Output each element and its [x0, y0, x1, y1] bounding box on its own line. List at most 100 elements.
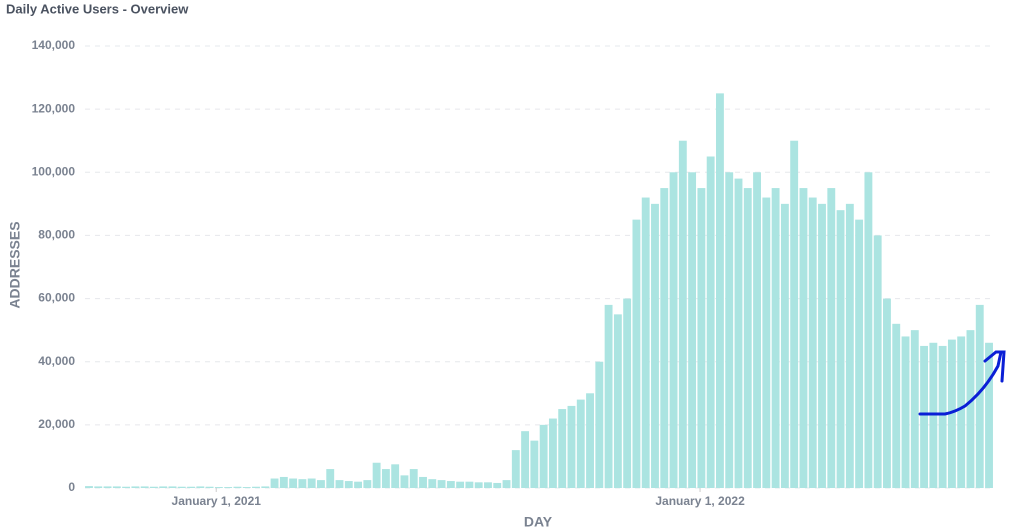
- bar: [409, 469, 418, 488]
- bar: [112, 486, 121, 488]
- bar: [140, 486, 149, 488]
- bar: [548, 418, 557, 488]
- bar: [688, 172, 697, 489]
- bar: [205, 486, 214, 488]
- bar: [595, 361, 604, 488]
- bar: [530, 440, 539, 488]
- bar: [168, 486, 177, 488]
- bar: [279, 476, 288, 488]
- bar: [502, 480, 511, 488]
- bar: [957, 336, 966, 488]
- bar: [261, 486, 270, 488]
- bar: [214, 487, 223, 488]
- bar: [558, 409, 567, 488]
- bar: [196, 486, 205, 488]
- bar: [372, 462, 381, 488]
- bar: [363, 480, 372, 488]
- bar: [428, 479, 437, 488]
- bar: [456, 481, 465, 488]
- bar: [85, 486, 93, 488]
- bar: [725, 172, 734, 489]
- bar: [836, 210, 845, 488]
- bar: [660, 188, 669, 489]
- annotation-arrow: [918, 350, 1006, 416]
- bar: [892, 323, 901, 488]
- bar: [753, 172, 761, 489]
- bar: [669, 172, 678, 489]
- bar: [539, 424, 548, 488]
- bar: [715, 93, 724, 488]
- bar: [780, 203, 789, 488]
- y-tick-label: 60,000: [38, 291, 75, 305]
- bar: [920, 345, 929, 488]
- bar: [307, 478, 316, 488]
- bar: [613, 314, 622, 488]
- bar: [289, 478, 298, 488]
- bar: [706, 156, 715, 488]
- bar: [354, 481, 363, 488]
- bar: [910, 330, 919, 488]
- bar: [790, 140, 799, 488]
- bar: [827, 188, 836, 489]
- bar: [864, 172, 873, 489]
- bar: [975, 304, 984, 488]
- y-tick-label: 100,000: [32, 164, 76, 178]
- bar: [743, 188, 752, 489]
- bar: [734, 178, 743, 488]
- bar: [632, 219, 641, 488]
- bar: [187, 486, 195, 488]
- y-tick-label: 40,000: [38, 354, 75, 368]
- bar: [344, 481, 353, 488]
- bar: [771, 188, 780, 489]
- bar: [818, 203, 826, 488]
- bar: [845, 203, 854, 488]
- x-axis-label: DAY: [524, 514, 553, 528]
- bar: [298, 479, 307, 488]
- bar: [94, 486, 103, 488]
- bar: [511, 450, 520, 488]
- y-tick-label: 80,000: [38, 228, 75, 242]
- bar: [883, 298, 891, 488]
- bar: [623, 298, 632, 488]
- y-axis-label: ADDRESSES: [7, 221, 23, 308]
- bar: [381, 469, 390, 488]
- bar: [966, 330, 975, 488]
- bar: [762, 197, 771, 489]
- bar: [446, 481, 455, 488]
- bar: [651, 203, 659, 488]
- y-tick-label: 140,000: [32, 38, 76, 52]
- bar: [985, 342, 993, 488]
- y-tick-label: 0: [68, 480, 75, 494]
- bar: [177, 486, 186, 488]
- bar: [400, 475, 409, 488]
- y-tick-label: 20,000: [38, 417, 75, 431]
- bar: [567, 405, 576, 488]
- bar: [576, 399, 585, 488]
- bar: [947, 339, 956, 488]
- bar: [242, 487, 251, 488]
- bar: [604, 304, 613, 488]
- bar: [437, 480, 446, 488]
- arrow-head: [983, 350, 1006, 383]
- bar: [335, 480, 344, 488]
- bar: [808, 197, 817, 489]
- bar: [484, 482, 492, 488]
- bar: [419, 476, 427, 488]
- bar: [103, 486, 112, 488]
- bar: [122, 486, 131, 488]
- bar: [465, 481, 474, 488]
- bar: [521, 431, 530, 488]
- bar: [586, 393, 594, 488]
- bar: [474, 482, 483, 488]
- bar: [641, 197, 650, 489]
- bar: [678, 140, 687, 488]
- bar: [224, 487, 233, 488]
- bar: [391, 464, 400, 488]
- chart-title: Daily Active Users - Overview: [6, 1, 189, 16]
- y-tick-label: 120,000: [32, 101, 76, 115]
- bar: [131, 486, 140, 488]
- x-tick-label: January 1, 2022: [655, 494, 745, 508]
- bar: [270, 478, 279, 488]
- bar: [149, 486, 158, 488]
